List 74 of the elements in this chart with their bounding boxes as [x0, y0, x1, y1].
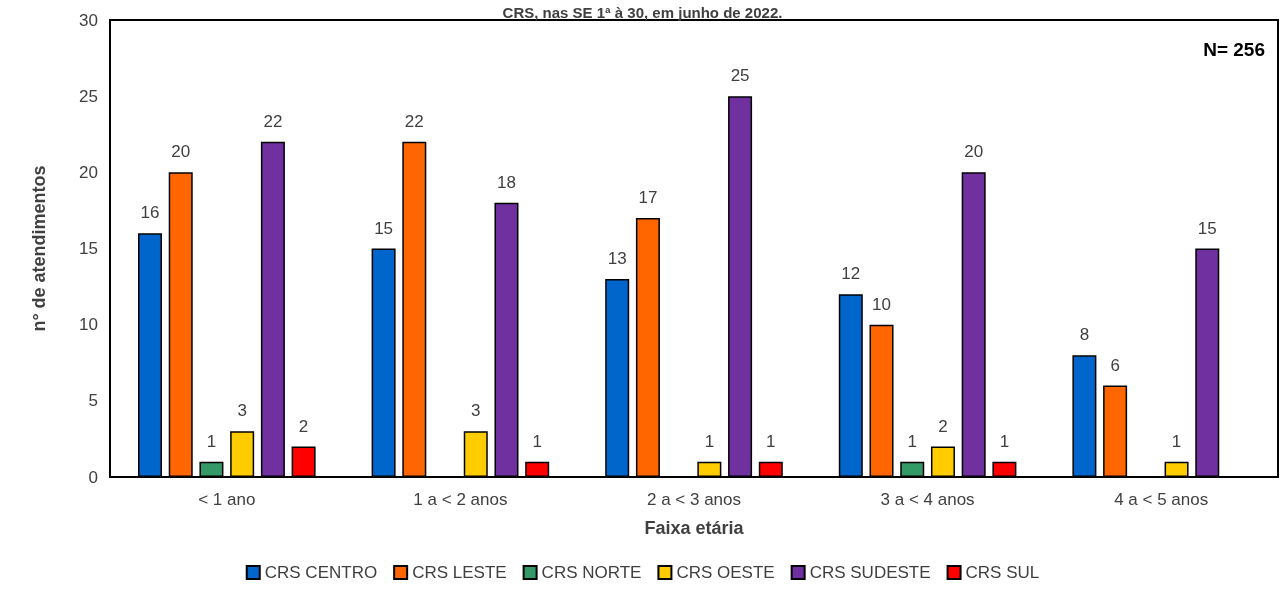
- y-axis-title: n° de atendimentos: [29, 165, 49, 332]
- data-label: 1: [907, 431, 917, 451]
- data-label: 1: [704, 431, 715, 451]
- bar: [525, 461, 550, 477]
- y-tick-label: 25: [79, 86, 98, 106]
- x-tick-label: 4 a < 5 anos: [1114, 490, 1209, 509]
- bar: [1164, 461, 1189, 477]
- data-label: 1: [999, 431, 1010, 451]
- y-tick-label: 20: [79, 162, 98, 182]
- data-label: 1: [766, 431, 776, 451]
- x-axis-title: Faixa etária: [644, 518, 745, 538]
- x-tick-label: 2 a < 3 anos: [646, 490, 742, 509]
- bar: [371, 248, 396, 477]
- bar: [758, 461, 783, 477]
- data-label: 1: [1171, 431, 1182, 451]
- x-tick-label: 1 a < 2 anos: [413, 490, 508, 509]
- bar: [168, 172, 193, 477]
- bar: [1103, 385, 1128, 477]
- legend-label: CRS CENTRO: [264, 563, 378, 582]
- bar: [230, 431, 255, 477]
- data-label: 25: [730, 66, 750, 86]
- data-label: 13: [607, 248, 627, 268]
- data-label: 16: [140, 203, 160, 223]
- data-label: 17: [638, 188, 658, 208]
- data-label: 15: [1197, 218, 1217, 238]
- data-label: 8: [1079, 325, 1090, 345]
- chart-title: CRS, nas SE 1ª à 30, em junho de 2022.: [502, 4, 783, 21]
- data-label: 1: [206, 431, 217, 451]
- legend-label: CRS LESTE: [412, 563, 507, 582]
- bar: [463, 431, 488, 477]
- y-tick-label: 15: [79, 239, 98, 258]
- y-tick-label: 30: [79, 10, 98, 30]
- data-label: 2: [298, 416, 309, 436]
- data-label: 10: [872, 294, 891, 314]
- data-label: 1: [532, 431, 542, 451]
- bar: [728, 96, 753, 477]
- legend-label: CRS SUL: [965, 563, 1040, 582]
- y-tick-label: 5: [88, 391, 98, 411]
- bar: [697, 461, 722, 477]
- bar: [291, 446, 316, 477]
- annotation: N= 256: [1203, 39, 1265, 60]
- bar: [260, 141, 285, 477]
- bar: [199, 461, 224, 477]
- y-tick-label: 0: [88, 467, 98, 487]
- legend-label: CRS OESTE: [676, 563, 775, 582]
- data-label: 22: [263, 111, 283, 131]
- data-label: 18: [497, 172, 516, 192]
- bar: [494, 202, 519, 477]
- bar: [961, 172, 986, 477]
- y-tick-label: 10: [79, 315, 98, 335]
- data-label: 20: [964, 142, 984, 162]
- bar: [635, 218, 660, 477]
- data-label: 12: [841, 264, 861, 284]
- data-label: 15: [374, 218, 394, 238]
- bar: [402, 141, 427, 477]
- data-label: 3: [471, 401, 481, 421]
- bar: [1195, 248, 1220, 477]
- bar: [605, 278, 630, 477]
- bar: [869, 324, 894, 477]
- x-tick-label: 3 a < 4 anos: [880, 490, 975, 509]
- x-tick-label: < 1 ano: [198, 490, 256, 509]
- data-label: 3: [237, 401, 247, 421]
- bar: [1072, 355, 1097, 477]
- bar: [138, 233, 162, 477]
- data-label: 6: [1110, 355, 1120, 375]
- bar: [838, 294, 863, 477]
- bar: [900, 461, 925, 477]
- legend-label: CRS SUDESTE: [809, 563, 931, 582]
- data-label: 20: [171, 142, 191, 162]
- bar: [930, 446, 955, 477]
- data-label: 22: [404, 111, 424, 131]
- legend-label: CRS NORTE: [541, 563, 642, 582]
- data-label: 2: [938, 416, 948, 436]
- bar: [992, 461, 1017, 477]
